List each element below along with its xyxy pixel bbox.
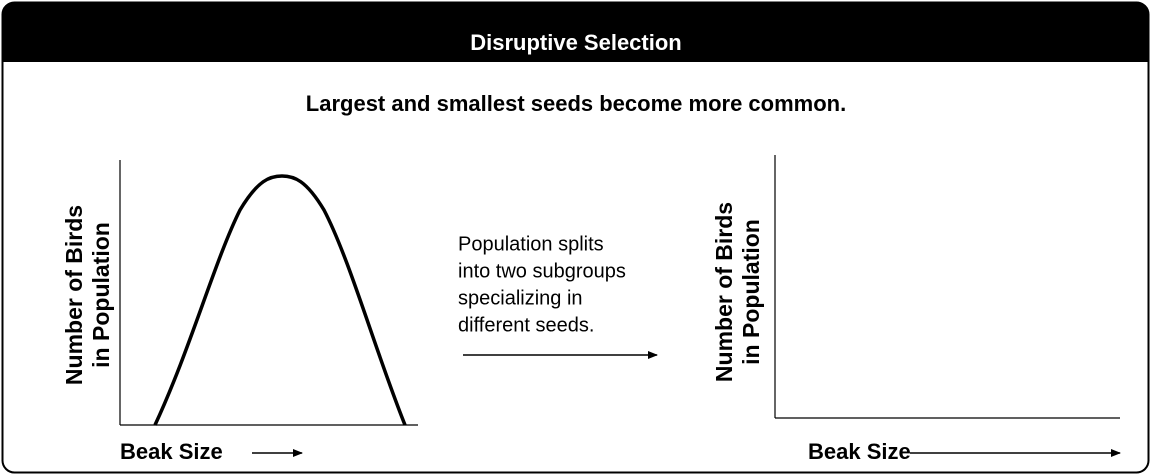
y-axis-label: in Population xyxy=(88,222,114,368)
caption-line: different seeds. xyxy=(458,314,594,336)
caption-line: Population splits xyxy=(458,233,604,255)
x-axis-label: Beak Size xyxy=(808,439,911,464)
y-axis-label: Number of Birds xyxy=(711,202,737,382)
header-title: Disruptive Selection xyxy=(470,30,682,55)
y-axis-label: Number of Birds xyxy=(61,205,87,385)
x-axis-label: Beak Size xyxy=(120,439,223,464)
header-bar xyxy=(2,2,1149,62)
y-axis-label: in Population xyxy=(738,219,764,365)
caption-line: specializing in xyxy=(458,287,583,309)
bell-curve xyxy=(153,174,407,426)
subtitle: Largest and smallest seeds become more c… xyxy=(306,91,846,116)
caption-line: into two subgroups xyxy=(458,260,626,282)
